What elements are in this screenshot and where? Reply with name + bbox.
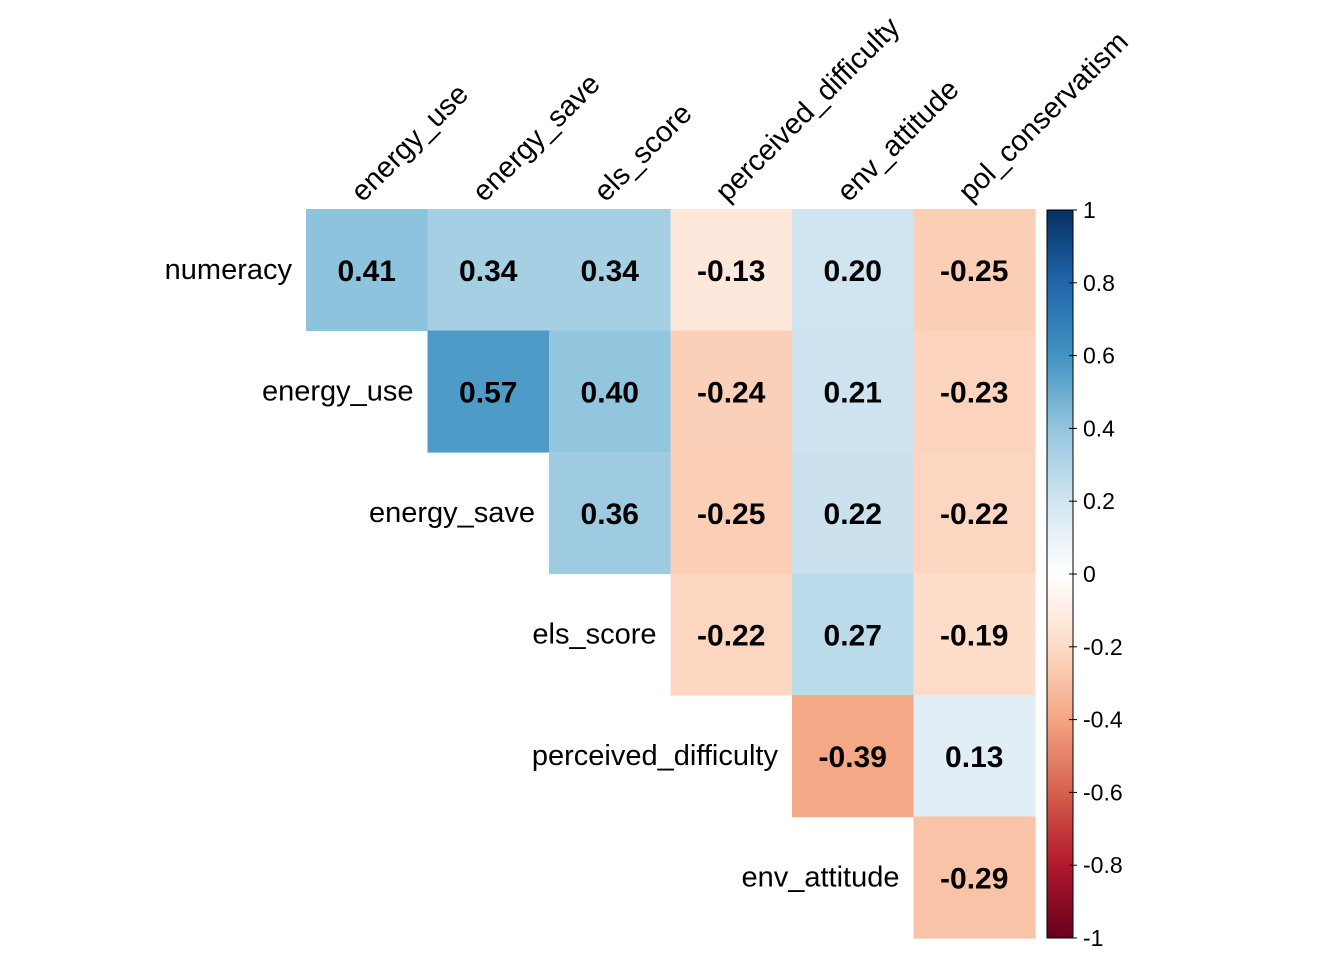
cell-value-label: 0.13 <box>945 741 1003 774</box>
heatmap-cell-r1-c3 <box>670 330 793 453</box>
cell-value-label: 0.57 <box>459 376 517 409</box>
colorbar-gradient <box>1046 209 1074 939</box>
row-label-energy-use: energy_use <box>262 375 414 407</box>
cell-value-label: -0.25 <box>697 498 765 531</box>
column-label-els-score: els_score <box>588 98 698 208</box>
colorbar-tick-label: -1 <box>1083 925 1103 951</box>
heatmap-cell-r3-c4 <box>792 573 915 696</box>
cell-value-label: -0.22 <box>940 498 1008 531</box>
column-label-energy-save: energy_save <box>467 68 607 208</box>
heatmap-cells <box>306 209 1036 939</box>
heatmap-cell-r0-c5 <box>913 209 1036 332</box>
cell-value-label: -0.24 <box>697 376 766 409</box>
cell-value-label: -0.29 <box>940 862 1008 895</box>
heatmap-cell-r0-c1 <box>427 209 550 332</box>
cell-value-label: -0.13 <box>697 255 765 288</box>
heatmap-cell-r2-c3 <box>670 452 793 575</box>
colorbar-tick-label: -0.8 <box>1083 852 1123 878</box>
heatmap-cell-r3-c5 <box>913 573 1036 696</box>
colorbar-legend: 1 0.8 0.6 0.4 0.2 0 -0.2 -0.4 -0.6 -0.8 -1 <box>1046 197 1123 951</box>
colorbar-tick-label: 0 <box>1083 561 1096 587</box>
cell-value-label: 0.20 <box>824 255 882 288</box>
heatmap-cell-r0-c4 <box>792 209 915 332</box>
heatmap-cell-r4-c4 <box>792 695 915 818</box>
cell-value-label: -0.39 <box>819 741 887 774</box>
heatmap-cell-r3-c3 <box>670 573 793 696</box>
colorbar-tick-label: 0.2 <box>1083 488 1115 514</box>
cell-value-label: 0.21 <box>824 376 882 409</box>
column-label-energy-use: energy_use <box>345 78 475 208</box>
heatmap-cell-r4-c5 <box>913 695 1036 818</box>
heatmap-cell-r0-c3 <box>670 209 793 332</box>
cell-value-label: 0.36 <box>581 498 639 531</box>
heatmap-cell-r0-c0 <box>306 209 429 332</box>
heatmap-cell-r0-c2 <box>549 209 672 332</box>
heatmap-cell-r1-c2 <box>549 330 672 453</box>
heatmap-cell-r1-c5 <box>913 330 1036 453</box>
row-label-energy-save: energy_save <box>369 497 535 529</box>
heatmap-value-labels: 0.41 0.34 0.34 -0.13 0.20 -0.25 0.57 0.40 -0.24 0… <box>338 255 1009 896</box>
colorbar-tick-label: 0.4 <box>1083 415 1115 441</box>
row-label-numeracy: numeracy <box>165 254 293 286</box>
cell-value-label: -0.25 <box>940 255 1008 288</box>
cell-value-label: 0.27 <box>824 619 882 652</box>
colorbar-tick-label: -0.6 <box>1083 779 1123 805</box>
heatmap-cell-r2-c2 <box>549 452 672 575</box>
row-labels: numeracy energy_use energy_save els_scorepe… <box>165 254 900 894</box>
heatmap-cell-r2-c5 <box>913 452 1036 575</box>
row-label-els-score: els_score <box>532 618 656 650</box>
heatmap-cell-r1-c4 <box>792 330 915 453</box>
cell-value-label: 0.40 <box>581 376 639 409</box>
cell-value-label: 0.41 <box>338 255 396 288</box>
heatmap-cell-r1-c1 <box>427 330 550 453</box>
cell-value-label: 0.34 <box>581 255 640 288</box>
heatmap-cell-r5-c5 <box>913 816 1036 939</box>
row-label-perceived-difficulty: perceived_difficulty <box>532 740 779 772</box>
cell-value-label: -0.22 <box>697 619 765 652</box>
colorbar-tick-label: 1 <box>1083 197 1096 223</box>
row-label-env-attitude: env_attitude <box>741 861 899 893</box>
heatmap-cell-r2-c4 <box>792 452 915 575</box>
colorbar-tick-label: -0.2 <box>1083 634 1123 660</box>
column-label-env-attitude: env_attitude <box>831 74 965 208</box>
cell-value-label: 0.34 <box>459 255 518 288</box>
cell-value-label: -0.19 <box>940 619 1008 652</box>
colorbar-tick-label: 0.8 <box>1083 270 1115 296</box>
colorbar-tick-label: -0.4 <box>1083 707 1123 733</box>
cell-value-label: 0.22 <box>824 498 882 531</box>
colorbar-tick-label: 0.6 <box>1083 343 1115 369</box>
cell-value-label: -0.23 <box>940 376 1008 409</box>
column-label-pol-conservatism: pol_conservatism <box>953 26 1135 208</box>
